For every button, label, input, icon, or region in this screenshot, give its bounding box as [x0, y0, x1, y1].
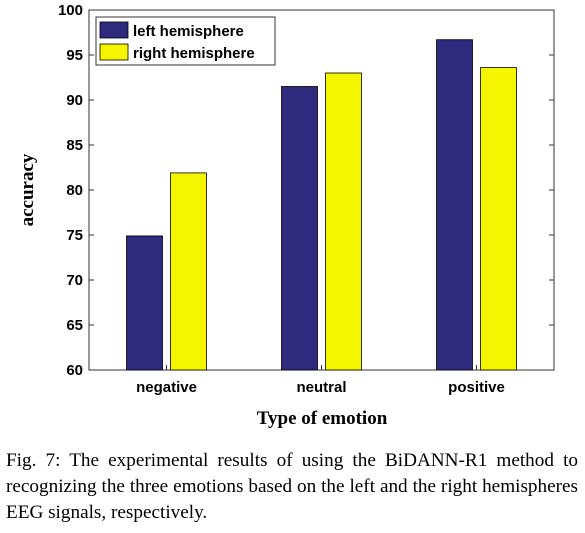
y-axis-ticks: 60 65 70 75 80 85 90 95 100	[58, 2, 554, 379]
x-tick-label-neutral: neutral	[296, 379, 346, 396]
bar-chart: 60 65 70 75 80 85 90 95 100 negative neutral posit…	[17, 2, 555, 429]
bar-right-positive	[480, 67, 517, 371]
x-axis-title: Type of emotion	[257, 408, 388, 429]
y-tick-label: 75	[66, 227, 83, 244]
x-tick-label-positive: positive	[448, 379, 505, 396]
legend-label-left: left hemisphere	[133, 23, 244, 40]
y-tick-label: 60	[66, 362, 83, 379]
figure-caption: Fig. 7: The experimental results of usin…	[6, 450, 578, 523]
legend: left hemisphere right hemisphere	[95, 16, 276, 66]
y-tick-label: 85	[66, 137, 83, 154]
bar-right-neutral	[325, 72, 362, 371]
bars-group	[126, 39, 517, 371]
bar-right-negative	[170, 172, 207, 371]
x-tick-label-negative: negative	[136, 379, 197, 396]
legend-swatch-right	[99, 43, 129, 61]
plot-area	[88, 9, 555, 371]
y-tick-label: 95	[66, 47, 83, 64]
x-axis-ticks: negative neutral positive	[136, 365, 505, 396]
y-tick-label: 100	[58, 2, 83, 19]
bar-left-negative	[126, 235, 163, 371]
bar-left-neutral	[281, 86, 318, 371]
y-tick-label: 80	[66, 182, 83, 199]
bar-left-positive	[436, 39, 473, 371]
y-tick-label: 70	[66, 272, 83, 289]
y-tick-label: 90	[66, 92, 83, 109]
y-axis-title: accuracy	[17, 153, 38, 226]
y-tick-label: 65	[66, 317, 83, 334]
legend-swatch-left	[99, 21, 129, 39]
legend-label-right: right hemisphere	[133, 45, 255, 62]
